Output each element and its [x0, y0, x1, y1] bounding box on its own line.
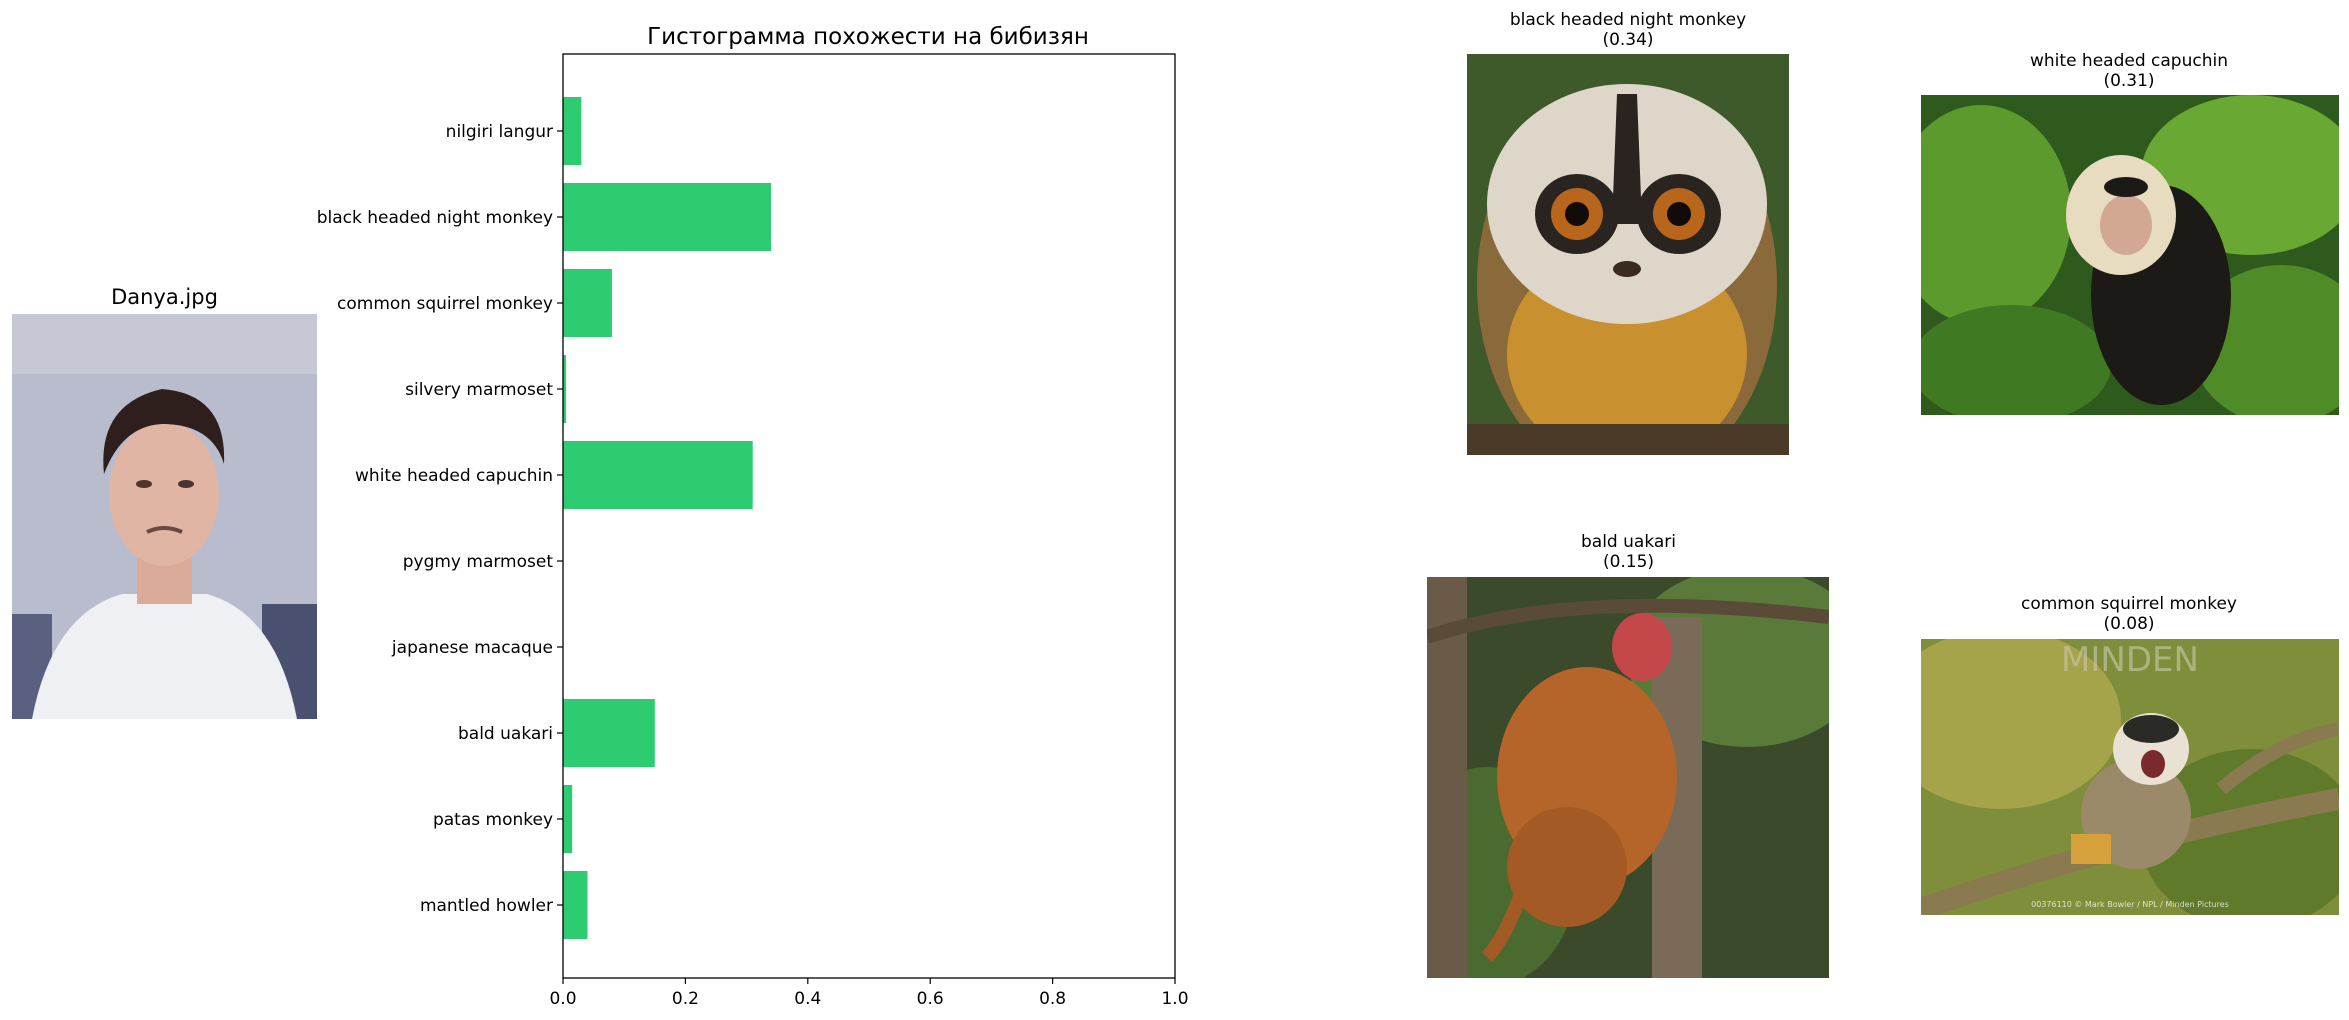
x-tick-label: 1.0: [1161, 989, 1188, 1009]
match-photo-night-monkey: [1467, 54, 1789, 455]
match-photo-capuchin: [1921, 95, 2339, 415]
bar: [563, 441, 753, 509]
x-tick-label: 0.2: [672, 989, 699, 1009]
bar: [563, 183, 772, 251]
chart-frame: [562, 53, 1176, 979]
match-title: white headed capuchin (0.31): [1921, 51, 2337, 91]
x-tick-label: 0.0: [549, 989, 576, 1009]
x-tick-label: 0.6: [917, 989, 944, 1009]
y-tick-label: patas monkey: [433, 810, 553, 830]
match-score: (0.08): [2103, 614, 2155, 634]
bar: [563, 269, 612, 337]
watermark-credit: 00376110 © Mark Bowler / NPL / Minden Pi…: [2031, 900, 2229, 909]
bar: [563, 699, 655, 767]
y-tick-label: nilgiri langur: [446, 122, 553, 142]
x-tick-label: 0.8: [1039, 989, 1066, 1009]
portrait-title: Danya.jpg: [111, 285, 218, 309]
chart-title: Гистограмма похожести на бибизян: [647, 24, 1089, 50]
match-name: common squirrel monkey: [2021, 594, 2237, 614]
match-title: bald uakari (0.15): [1426, 532, 1831, 572]
y-tick-label: japanese macaque: [391, 638, 553, 658]
match-photo-uakari: [1427, 577, 1829, 978]
match-name: white headed capuchin: [2030, 51, 2228, 71]
bar: [563, 97, 582, 165]
y-tick-label: common squirrel monkey: [337, 294, 553, 314]
match-title: common squirrel monkey (0.08): [1921, 594, 2337, 634]
match-score: (0.15): [1602, 552, 1655, 572]
bar: [563, 355, 567, 423]
match-photo-squirrel-monkey: MINDEN 00376110 © Mark Bowler / NPL / Mi…: [1921, 639, 2339, 915]
y-tick-label: silvery marmoset: [405, 380, 553, 400]
match-name: bald uakari: [1581, 532, 1676, 552]
match-score: (0.31): [2103, 71, 2155, 91]
y-tick-label: bald uakari: [458, 724, 553, 744]
match-title: black headed night monkey (0.34): [1478, 10, 1778, 50]
y-tick-label: white headed capuchin: [355, 466, 553, 486]
bar: [563, 871, 588, 939]
y-tick-label: black headed night monkey: [317, 208, 553, 228]
match-score: (0.34): [1602, 30, 1654, 50]
portrait-photo: [12, 314, 317, 719]
y-tick-label: mantled howler: [420, 896, 553, 916]
bar: [563, 785, 573, 853]
y-tick-label: pygmy marmoset: [403, 552, 554, 572]
x-tick-label: 0.4: [794, 989, 821, 1009]
watermark-brand: MINDEN: [2061, 640, 2199, 680]
match-name: black headed night monkey: [1509, 10, 1747, 30]
